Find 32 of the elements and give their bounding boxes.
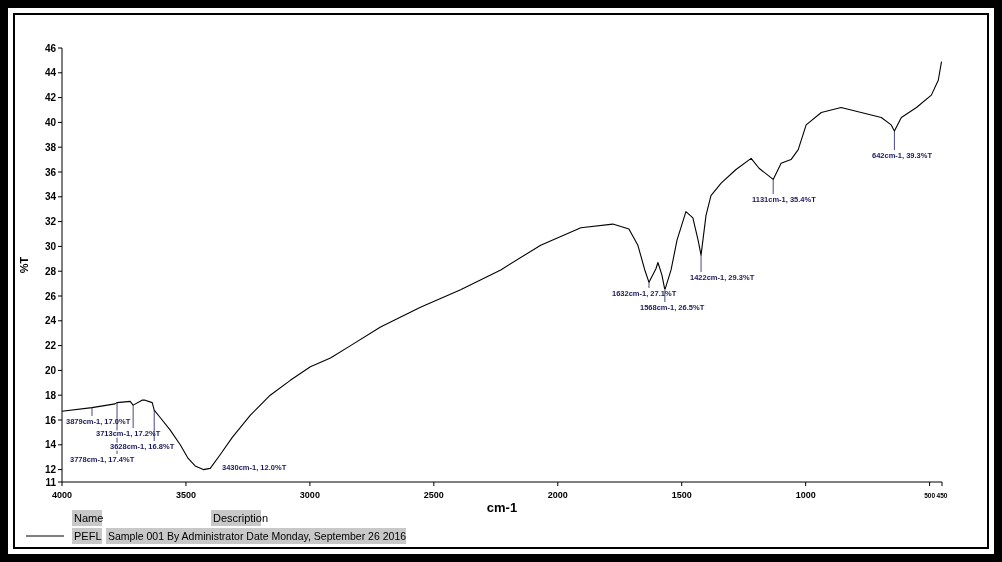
y-tick-label: 44: [44, 67, 57, 79]
y-tick-label: 22: [44, 340, 57, 352]
y-tick-label: 42: [44, 92, 57, 104]
legend-label: PEFL: [74, 530, 102, 542]
y-tick-label: 32: [44, 216, 57, 228]
x-tick-label: 2000: [547, 490, 568, 500]
y-tick-label: 11: [45, 476, 57, 488]
y-tick-label: 36: [44, 166, 57, 178]
y-tick-label: 28: [44, 265, 57, 277]
x-tick-label: 1500: [671, 490, 692, 500]
x-tick-label: 1000: [795, 490, 816, 500]
x-tick-label: 3500: [175, 490, 196, 500]
y-tick-label: 40: [44, 116, 57, 128]
y-tick-label: 24: [44, 315, 57, 327]
y-tick-label: 30: [44, 240, 57, 252]
y-tick-label: 34: [44, 191, 57, 203]
x-axis-title: cm-1: [486, 500, 518, 515]
y-tick-label: 20: [44, 364, 57, 376]
x-tick-label: 4000: [51, 490, 73, 500]
y-tick-label: 18: [44, 389, 57, 401]
text: Description: [213, 512, 269, 524]
y-tick-label: 26: [44, 290, 57, 302]
y-tick-label: 12: [44, 464, 57, 476]
y-tick-label: 16: [44, 414, 57, 426]
text: Name: [74, 512, 104, 524]
x-tick-label: 2500: [423, 490, 444, 500]
y-tick-label: 46: [44, 42, 57, 54]
y-tick-label: 38: [44, 141, 57, 153]
y-axis-title: %T: [18, 256, 30, 274]
y-tick-label: 14: [44, 439, 57, 451]
x-tick-label: 3000: [299, 490, 320, 500]
text: Sample 001 By Administrator Date Monday, September 26 2016: [108, 530, 407, 542]
